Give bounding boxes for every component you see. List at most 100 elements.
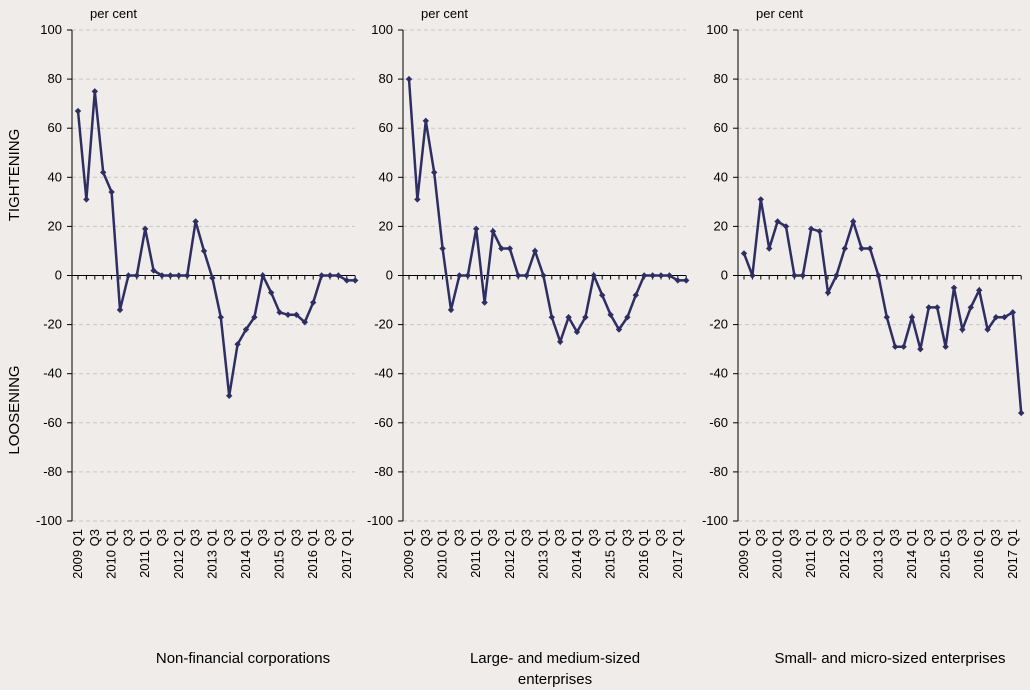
x-tick-label: 2011 Q1 bbox=[468, 529, 483, 578]
y-tick-label: 20 bbox=[48, 218, 62, 233]
x-tick-label: Q3 bbox=[288, 529, 303, 546]
point bbox=[908, 314, 916, 321]
x-tick-label: 2011 Q1 bbox=[137, 529, 152, 578]
point bbox=[782, 223, 790, 230]
point bbox=[615, 326, 623, 333]
x-tick-label: Q3 bbox=[120, 529, 135, 546]
point bbox=[1009, 309, 1016, 316]
x-tick-label: 2015 Q1 bbox=[938, 529, 953, 579]
point bbox=[841, 245, 848, 252]
x-tick-label: Q3 bbox=[854, 529, 869, 546]
point bbox=[523, 272, 530, 279]
point bbox=[234, 341, 241, 348]
point bbox=[683, 277, 690, 284]
point bbox=[866, 245, 874, 252]
x-tick-label: 2010 Q1 bbox=[435, 529, 450, 579]
x-tick-label: 2009 Q1 bbox=[70, 529, 85, 579]
y-tick-label: -80 bbox=[709, 464, 728, 479]
point bbox=[824, 289, 832, 296]
y-tick-label: 100 bbox=[40, 22, 62, 37]
point bbox=[192, 218, 199, 225]
x-tick-label: 2012 Q1 bbox=[171, 529, 186, 579]
y-tick-label: 40 bbox=[714, 169, 728, 184]
point bbox=[950, 284, 958, 291]
y-tick-label: -20 bbox=[43, 317, 62, 332]
x-tick-label: 2013 Q1 bbox=[204, 529, 219, 579]
x-tick-label: 2017 Q1 bbox=[339, 529, 354, 579]
point bbox=[632, 291, 639, 299]
point bbox=[108, 188, 115, 196]
y-tick-label: -40 bbox=[374, 366, 393, 381]
point bbox=[984, 326, 991, 333]
point bbox=[808, 225, 815, 233]
point bbox=[531, 247, 539, 255]
point bbox=[456, 272, 463, 279]
point bbox=[414, 196, 421, 203]
unit-label: per cent bbox=[421, 6, 468, 21]
y-tick-label: -100 bbox=[702, 513, 728, 528]
point bbox=[666, 272, 673, 279]
y-tick-label: 0 bbox=[721, 268, 728, 283]
point bbox=[992, 314, 1000, 321]
point bbox=[515, 272, 522, 279]
point bbox=[607, 311, 614, 318]
y-tick-label: -100 bbox=[36, 513, 62, 528]
point bbox=[284, 311, 292, 318]
point bbox=[447, 306, 455, 314]
y-tick-label: 40 bbox=[48, 169, 62, 184]
point bbox=[431, 169, 438, 176]
point bbox=[498, 245, 505, 252]
point bbox=[649, 272, 656, 279]
point bbox=[150, 267, 157, 274]
x-tick-label: 2016 Q1 bbox=[636, 529, 651, 579]
y-tick-label: 0 bbox=[386, 268, 393, 283]
point bbox=[816, 228, 823, 235]
point bbox=[875, 272, 882, 279]
point bbox=[582, 314, 589, 321]
point bbox=[942, 343, 949, 350]
point bbox=[268, 289, 275, 296]
point bbox=[624, 314, 631, 321]
x-tick-label: Q3 bbox=[485, 529, 500, 546]
point bbox=[209, 274, 216, 282]
point bbox=[276, 309, 283, 316]
x-tick-label: 2014 Q1 bbox=[904, 529, 919, 579]
point bbox=[925, 304, 932, 311]
point bbox=[833, 272, 840, 279]
point bbox=[766, 245, 773, 252]
y-tick-label: 100 bbox=[371, 22, 393, 37]
series-line bbox=[742, 199, 1023, 414]
point bbox=[335, 272, 342, 279]
point bbox=[917, 345, 924, 353]
x-tick-label: Q3 bbox=[418, 529, 433, 546]
x-tick-label: 2009 Q1 bbox=[401, 529, 416, 579]
y-tick-label: -100 bbox=[367, 513, 393, 528]
y-tick-label: 80 bbox=[714, 71, 728, 86]
y-tick-label: -20 bbox=[374, 317, 393, 332]
point bbox=[740, 250, 748, 257]
y-tick-label: 80 bbox=[48, 71, 62, 86]
y-tick-label: -40 bbox=[709, 366, 728, 381]
point bbox=[900, 343, 907, 350]
x-tick-label: Q3 bbox=[887, 529, 902, 546]
point bbox=[976, 287, 983, 294]
point bbox=[506, 245, 513, 252]
point bbox=[934, 304, 941, 311]
x-tick-label: Q3 bbox=[921, 529, 936, 546]
y-tick-label: 20 bbox=[714, 218, 728, 233]
point bbox=[83, 196, 90, 203]
x-tick-label: Q3 bbox=[255, 529, 270, 546]
point bbox=[310, 299, 317, 306]
point bbox=[548, 314, 555, 321]
y-tick-label: 60 bbox=[48, 120, 62, 135]
x-tick-label: Q3 bbox=[87, 529, 102, 546]
point bbox=[489, 228, 497, 235]
point bbox=[791, 272, 798, 279]
x-tick-label: Q3 bbox=[653, 529, 668, 546]
point bbox=[343, 277, 350, 284]
panel-title: Large- and medium-sized enterprises bbox=[469, 650, 641, 688]
point bbox=[590, 272, 597, 279]
panel-title: Small- and micro-sized enterprises bbox=[774, 650, 1006, 667]
